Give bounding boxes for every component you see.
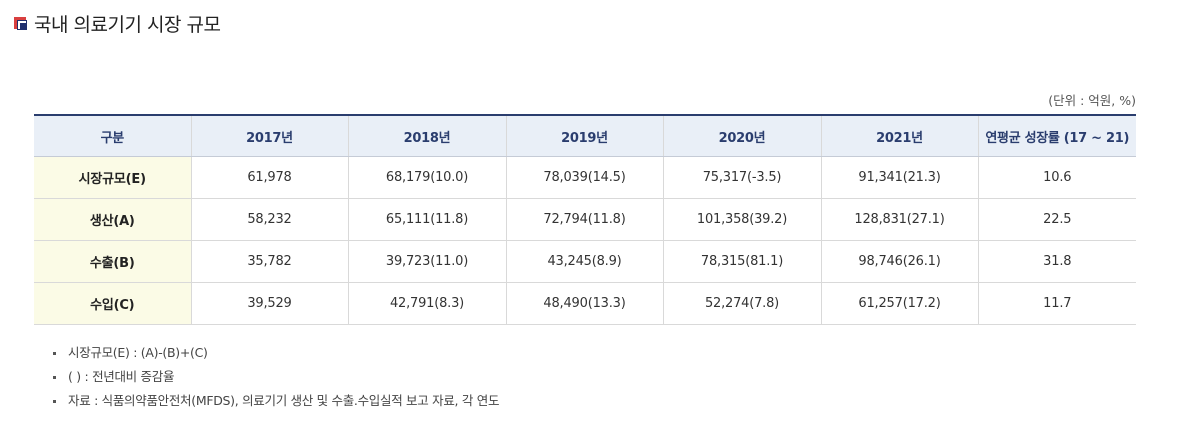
header-2021: 2021년 xyxy=(820,114,978,157)
row-label: 수출(B) xyxy=(34,240,191,283)
table-cell: 65,111(11.8) xyxy=(347,198,506,241)
title-bullet-icon xyxy=(14,16,28,31)
table-row: 수출(B) 35,782 39,723(11.0) 43,245(8.9) 78… xyxy=(34,240,1136,283)
note-text: 자료 : 식품의약품안전처(MFDS), 의료기기 생산 및 수출.수입실적 보… xyxy=(68,393,500,408)
table-cell: 68,179(10.0) xyxy=(347,156,506,199)
table-cell: 98,746(26.1) xyxy=(820,240,978,283)
table-cell: 75,317(-3.5) xyxy=(662,156,821,199)
note-text: 시장규모(E) : (A)-(B)+(C) xyxy=(68,345,208,360)
row-label: 수입(C) xyxy=(34,282,191,325)
header-2019: 2019년 xyxy=(505,114,663,157)
header-category: 구분 xyxy=(34,114,191,157)
table-cell: 31.8 xyxy=(977,240,1136,283)
table-cell: 22.5 xyxy=(977,198,1136,241)
table-cell: 78,039(14.5) xyxy=(505,156,663,199)
market-size-table: 구분 2017년 2018년 2019년 2020년 2021년 연평균 성장률… xyxy=(34,114,1136,325)
page-title-text: 국내 의료기기 시장 규모 xyxy=(34,14,221,36)
table-cell: 39,529 xyxy=(190,282,348,325)
bullet-icon xyxy=(53,352,56,355)
table-cell: 43,245(8.9) xyxy=(505,240,663,283)
table-cell: 128,831(27.1) xyxy=(820,198,978,241)
table-cell: 39,723(11.0) xyxy=(347,240,506,283)
table-cell: 48,490(13.3) xyxy=(505,282,663,325)
row-label: 생산(A) xyxy=(34,198,191,241)
table-cell: 61,257(17.2) xyxy=(820,282,978,325)
table-cell: 52,274(7.8) xyxy=(662,282,821,325)
table-cell: 72,794(11.8) xyxy=(505,198,663,241)
note-text: ( ) : 전년대비 증감율 xyxy=(68,369,175,384)
note-item: 시장규모(E) : (A)-(B)+(C) xyxy=(50,342,499,366)
header-2017: 2017년 xyxy=(190,114,348,157)
row-label: 시장규모(E) xyxy=(34,156,191,199)
table-row: 시장규모(E) 61,978 68,179(10.0) 78,039(14.5)… xyxy=(34,156,1136,199)
notes-list: 시장규모(E) : (A)-(B)+(C) ( ) : 전년대비 증감율 자료 … xyxy=(50,342,499,414)
table-cell: 61,978 xyxy=(190,156,348,199)
table-cell: 101,358(39.2) xyxy=(662,198,821,241)
table-row: 수입(C) 39,529 42,791(8.3) 48,490(13.3) 52… xyxy=(34,282,1136,325)
header-2020: 2020년 xyxy=(662,114,821,157)
table-row: 생산(A) 58,232 65,111(11.8) 72,794(11.8) 1… xyxy=(34,198,1136,241)
table-header-row: 구분 2017년 2018년 2019년 2020년 2021년 연평균 성장률… xyxy=(34,114,1136,157)
note-item: 자료 : 식품의약품안전처(MFDS), 의료기기 생산 및 수출.수입실적 보… xyxy=(50,390,499,414)
bullet-icon xyxy=(53,400,56,403)
table-cell: 91,341(21.3) xyxy=(820,156,978,199)
table-cell: 11.7 xyxy=(977,282,1136,325)
table-cell: 42,791(8.3) xyxy=(347,282,506,325)
bullet-icon xyxy=(53,376,56,379)
table-cell: 35,782 xyxy=(190,240,348,283)
header-2018: 2018년 xyxy=(347,114,506,157)
table-cell: 78,315(81.1) xyxy=(662,240,821,283)
table-cell: 10.6 xyxy=(977,156,1136,199)
page-title: 국내 의료기기 시장 규모 xyxy=(14,10,221,37)
note-item: ( ) : 전년대비 증감율 xyxy=(50,366,499,390)
header-cagr: 연평균 성장률 (17 ~ 21) xyxy=(977,114,1136,157)
unit-label: (단위 : 억원, %) xyxy=(1048,93,1136,108)
table-cell: 58,232 xyxy=(190,198,348,241)
